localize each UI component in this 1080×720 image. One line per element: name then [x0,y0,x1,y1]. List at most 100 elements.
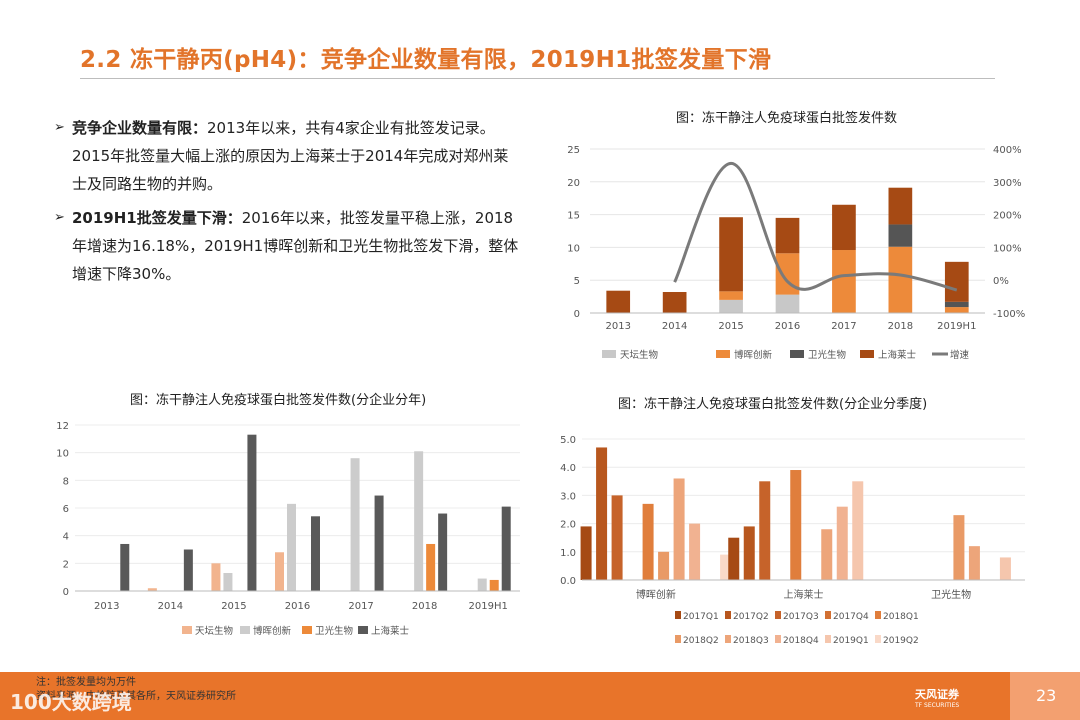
chart2-grouped-bar: 0 2 4 6 8 10 12 2013 2014 2015 2016 2017 2018 2019H1 天… [56,421,520,637]
legend-swatch [790,350,804,358]
legend-label: 增速 [950,349,970,361]
y-tick-label: 5 [574,276,580,287]
legend-label: 卫光生物 [808,349,847,361]
bar [426,543,436,591]
y-tick-label: 25 [567,145,580,156]
bullet-text: 2016年以来，批签发量平稳上涨，2018年增速为16.18%，2019H1博晖… [72,209,519,283]
legend-label: 2018Q2 [683,636,719,646]
y-tick-label: 2 [63,559,69,570]
x-tick-label: 2018 [888,321,913,332]
legend-label: 天坛生物 [195,625,234,637]
logo-text: 天风证券 [915,688,959,701]
bar [414,451,424,591]
bar [501,506,511,591]
legend-label: 卫光生物 [315,625,354,637]
x-tick-label: 2018 [412,601,437,612]
x-tick-label: 2015 [221,601,246,612]
x-tick-label: 2019H1 [937,321,976,332]
x-tick-label: 2014 [662,321,687,332]
legend-label: 2017Q1 [683,612,719,622]
bar [999,557,1011,580]
bar [275,552,284,591]
bar [147,588,157,591]
bar [953,515,965,580]
bar [720,554,732,580]
logo-subtext: TF SECURITIES [915,702,960,709]
bar [852,481,864,580]
y-tick-label: 20 [567,178,580,189]
y-tick-label: 12 [56,421,69,432]
y-tick-label: 2.0 [560,520,576,531]
bar [743,526,755,580]
bar-segment [888,246,913,313]
legend-swatch [725,635,731,643]
legend-label: 2017Q3 [783,612,819,622]
legend-label: 2017Q2 [733,612,769,622]
arrow-icon: ➢ [54,210,65,225]
bar [728,537,740,580]
bullet-heading: 竞争企业数量有限： [72,119,208,137]
bar [477,578,487,591]
bar [211,563,221,591]
y-tick-label: 10 [56,449,69,460]
x-tick-label: 2013 [94,601,119,612]
bar [183,549,193,591]
bar-segment [944,261,969,302]
y-tick-label: 1.0 [560,548,576,559]
title-divider [80,78,995,79]
y-tick-label: 4 [63,532,69,543]
chart2-title: 图：冻干静注人免疫球蛋白批签发件数(分企业分年) [130,393,427,408]
legend-label: 2018Q4 [783,636,819,646]
legend-swatch [775,635,781,643]
bar-segment [719,217,743,292]
y2-tick-label: 400% [993,145,1022,156]
legend-swatch [302,626,312,634]
bar-segment [832,204,856,251]
chart1-stacked-bar-line: 0 5 10 15 20 25 -100% 0% 100% 200% 300% 400% 2013 201… [567,145,1025,361]
y-tick-label: 15 [567,211,580,222]
bar [642,503,654,580]
y2-tick-label: 200% [993,211,1022,222]
page-title: 2.2 冻干静丙(pH4)：竞争企业数量有限，2019H1批签发量下滑 [80,47,772,73]
bullet-heading: 2019H1批签发量下滑： [72,209,242,227]
bullet-text: 2013年以来，共有4家企业有批签发记录。2015年批签量大幅上涨的原因为上海莱… [72,119,509,193]
x-tick-label: 卫光生物 [931,588,971,601]
bar [489,579,499,591]
legend-label: 2019Q2 [883,636,919,646]
y-tick-label: 10 [567,243,580,254]
bar [836,506,848,580]
bar-segment [719,299,743,313]
bar [287,503,296,591]
legend-swatch [825,635,831,643]
x-tick-label: 2014 [158,601,183,612]
y-tick-label: 8 [63,476,69,487]
y2-tick-label: 300% [993,178,1022,189]
footer-bar [0,672,1080,720]
x-tick-label: 2016 [285,601,310,612]
page-number: 23 [1036,686,1057,705]
bar [311,516,320,591]
x-tick-label: 2015 [718,321,743,332]
footer-note: 注：批签发量均为万件 资料来源：中检院及其各所，天风证券研究所 [36,676,236,704]
bar-segment [775,253,800,295]
x-tick-label: 博晖创新 [636,588,676,601]
bar [611,495,623,580]
bar-segment [832,250,856,313]
bar-segment [944,307,969,313]
x-tick-label: 2017 [348,601,373,612]
y-tick-label: 0 [63,587,69,598]
legend-swatch [716,350,730,358]
bullet-list: ➢ 竞争企业数量有限：2013年以来，共有4家企业有批签发记录。2015年批签量… [52,114,522,294]
legend-swatch [875,635,881,643]
bar [658,551,670,580]
legend-label: 博晖创新 [253,625,292,637]
x-tick-label: 2016 [775,321,800,332]
bar [247,434,257,591]
legend-swatch [860,350,874,358]
legend-swatch [182,626,192,634]
y-tick-label: 0 [574,309,580,320]
bar [596,447,608,580]
y2-tick-label: -100% [993,309,1025,320]
bar-segment [888,187,913,225]
bar [580,526,592,580]
